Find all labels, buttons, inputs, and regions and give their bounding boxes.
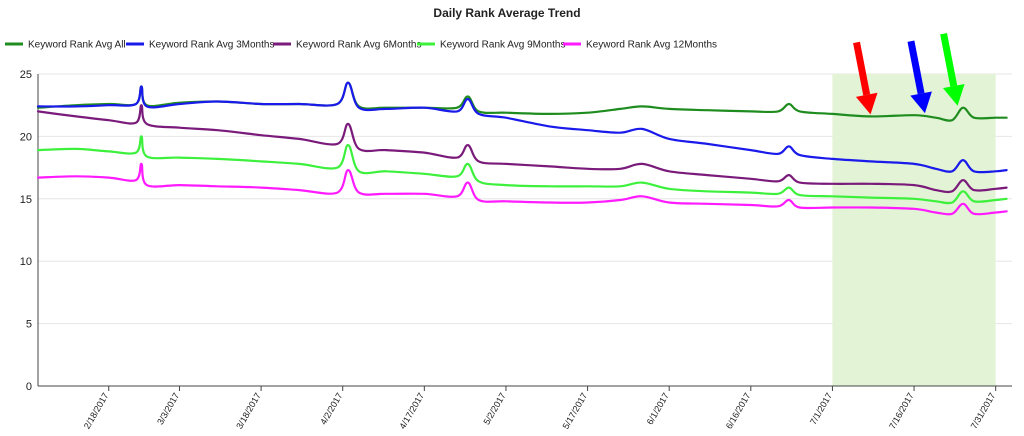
- series-line[interactable]: [36, 81, 1008, 122]
- series-line[interactable]: [36, 162, 1008, 216]
- y-tick-label: 0: [26, 381, 32, 393]
- series-line[interactable]: [36, 135, 1008, 205]
- y-tick-label: 5: [26, 319, 32, 331]
- legend-label: Keyword Rank Avg 6Months: [296, 40, 421, 51]
- legend[interactable]: Keyword Rank Avg All Keyword Rank Avg 3Mo…: [5, 40, 717, 51]
- highlight-band: [832, 74, 996, 386]
- annotation-arrow: [853, 41, 878, 115]
- legend-item[interactable]: Keyword Rank Avg 6Months: [273, 40, 421, 51]
- legend-label: Keyword Rank Avg 3Months: [149, 40, 274, 51]
- legend-item[interactable]: Keyword Rank Avg 12Months: [563, 40, 717, 51]
- annotation-arrows: [853, 33, 965, 115]
- x-tick-label: 5/2/2017: [482, 391, 508, 426]
- y-tick-label: 25: [20, 69, 32, 81]
- legend-label: Keyword Rank Avg 12Months: [586, 40, 717, 51]
- y-tick-label: 20: [20, 131, 32, 143]
- highlight-region: [832, 74, 996, 386]
- x-tick-label: 7/1/2017: [808, 391, 834, 426]
- y-tick-label: 15: [20, 194, 32, 206]
- legend-label: Keyword Rank Avg All: [28, 40, 126, 51]
- arrow-shaft: [907, 40, 925, 95]
- x-tick-label: 6/16/2017: [724, 391, 753, 431]
- chart-title: Daily Rank Average Trend: [433, 6, 580, 20]
- x-tick-label: 3/3/2017: [155, 391, 181, 426]
- x-tick-label: 3/18/2017: [234, 391, 263, 431]
- legend-label: Keyword Rank Avg 9Months: [440, 40, 565, 51]
- legend-item[interactable]: Keyword Rank Avg All: [5, 40, 126, 51]
- x-tick-label: 7/16/2017: [887, 391, 916, 431]
- legend-item[interactable]: Keyword Rank Avg 9Months: [417, 40, 565, 51]
- y-axis-ticks: 0 5 10 15 20 25: [20, 69, 32, 393]
- series-lines[interactable]: [36, 81, 1008, 216]
- arrow-shaft: [940, 33, 958, 87]
- series-line[interactable]: [36, 81, 1008, 174]
- arrow-head: [942, 83, 965, 106]
- x-tick-label: 6/1/2017: [645, 391, 671, 426]
- x-tick-label: 7/31/2017: [969, 391, 998, 431]
- y-tick-label: 10: [20, 256, 32, 268]
- series-line[interactable]: [36, 104, 1008, 194]
- annotation-arrow: [907, 40, 932, 114]
- x-tick-label: 2/18/2017: [82, 391, 111, 431]
- arrow-head: [910, 91, 932, 114]
- arrow-shaft: [853, 41, 871, 96]
- annotation-arrow: [940, 33, 965, 106]
- x-tick-label: 4/17/2017: [397, 391, 426, 431]
- x-tick-label: 5/17/2017: [561, 391, 590, 431]
- x-tick-label: 4/2/2017: [318, 391, 344, 426]
- axes: [37, 74, 1012, 387]
- x-axis-ticks: 2/18/2017 3/3/2017 3/18/2017 4/2/2017 4/17/2…: [82, 386, 998, 431]
- arrow-head: [855, 92, 878, 115]
- legend-item[interactable]: Keyword Rank Avg 3Months: [126, 40, 274, 51]
